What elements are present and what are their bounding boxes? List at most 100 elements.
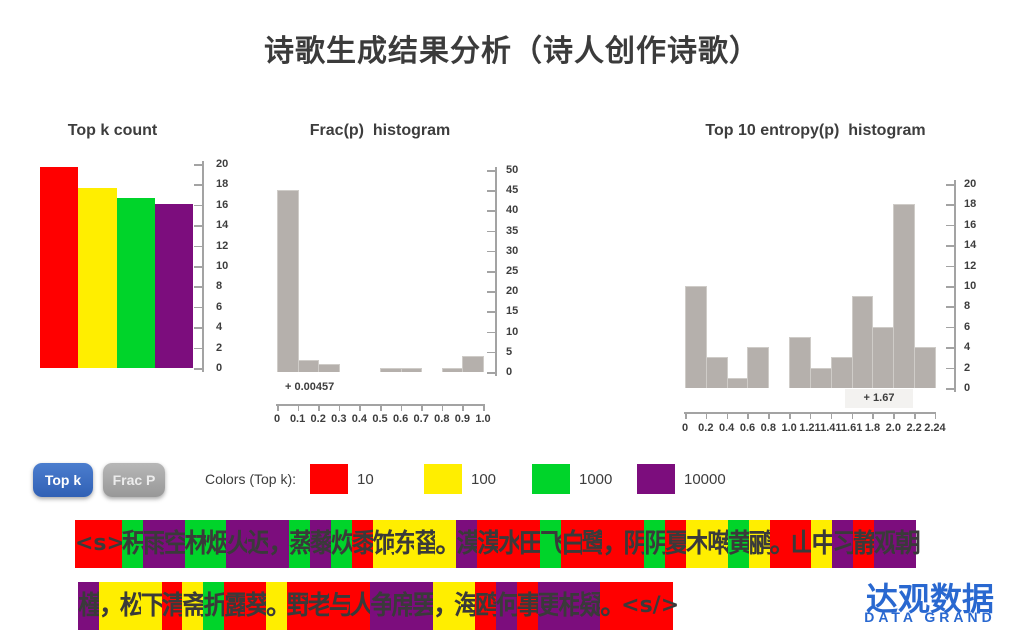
poem-char-token: 饷 — [372, 520, 399, 568]
topk-bar-10 — [40, 167, 79, 368]
poem-char-token: 啭 — [706, 520, 733, 568]
entropy-hist-bar — [893, 204, 916, 388]
entropy-y-axis-tick — [946, 326, 954, 329]
fracp-y-axis-tick-label: 15 — [506, 305, 519, 318]
fracp-y-axis-tick-label: 45 — [506, 184, 519, 197]
fracp-hist-bar — [380, 367, 402, 372]
entropy-x-axis-tick — [914, 412, 916, 419]
entropy-hist-bar — [830, 357, 853, 388]
topk-button[interactable]: Top k — [33, 463, 93, 497]
topk-y-axis-tick-label: 14 — [216, 219, 229, 232]
poem-char-token: 。 — [769, 520, 796, 568]
poem-char-token: 空 — [163, 520, 190, 568]
topk-y-axis-tick — [194, 266, 202, 268]
poem-char-token: 漠 — [456, 520, 482, 568]
entropy-x-axis-tick-label: 1.0 — [781, 422, 797, 434]
fracp-y-axis-tick — [487, 372, 495, 374]
legend-swatch-1000 — [532, 464, 570, 494]
topk-y-axis-tick — [194, 164, 202, 166]
fracp-hist-bar — [318, 363, 340, 372]
fracp-x-axis-tick — [462, 404, 464, 411]
entropy-x-axis-tick — [872, 412, 874, 419]
poem-char-token: 迟 — [247, 520, 273, 568]
poem-char-token: 雨 — [142, 520, 169, 568]
fracp-chart-title: Frac(p) histogram — [309, 122, 451, 139]
entropy-y-axis-tick — [946, 367, 954, 370]
poem-char-token: 罢 — [412, 582, 438, 630]
entropy-x-axis-tick-label: 2.0 — [885, 422, 901, 434]
topk-y-axis-tick — [194, 225, 202, 227]
fracp-x-axis-tick-label: 0.9 — [454, 413, 471, 425]
legend-swatch-10 — [310, 464, 348, 494]
fracp-x-axis-tick-label: 0.6 — [392, 413, 409, 425]
entropy-y-axis-tick-label: 6 — [964, 320, 971, 333]
entropy-mean-annotation: + 1.67 — [845, 389, 913, 408]
entropy-y-axis-tick — [946, 306, 954, 308]
poem-char-token: 炊 — [330, 520, 357, 568]
entropy-y-axis-line — [954, 180, 956, 392]
poem-char-token: 争 — [370, 582, 396, 630]
poem-boundary-token: <s/> — [621, 582, 679, 630]
entropy-hist-bar — [789, 337, 811, 388]
entropy-hist-bar — [685, 286, 707, 388]
poem-char-token: 事 — [516, 582, 543, 630]
topk-bar-1000 — [116, 197, 155, 368]
legend-value-100: 100 — [471, 471, 497, 488]
topk-y-axis-tick — [194, 368, 202, 370]
entropy-y-axis-tick-label: 8 — [964, 300, 971, 313]
poem-char-token: 老 — [307, 582, 334, 630]
entropy-y-axis-tick-label: 14 — [964, 239, 977, 252]
poem-char-token: 人 — [349, 582, 376, 630]
poem-char-token: 海 — [454, 582, 480, 630]
topk-y-axis-tick — [194, 286, 202, 288]
fracp-x-axis-tick-label: 0.5 — [372, 413, 388, 425]
poem-boundary-token: <s> — [75, 520, 125, 568]
topk-y-axis-line — [202, 161, 204, 372]
fracp-y-axis-tick-label: 40 — [506, 204, 519, 217]
fracp-y-axis-tick-label: 20 — [506, 285, 519, 298]
entropy-hist-bar — [914, 347, 936, 388]
poem-char-token: 静 — [853, 520, 879, 568]
entropy-x-axis-tick — [830, 412, 833, 419]
entropy-y-axis-tick-label: 16 — [964, 218, 977, 231]
fracp-y-axis-tick-label: 30 — [506, 244, 519, 257]
topk-y-axis-tick-label: 6 — [216, 300, 223, 313]
fracp-y-axis-tick-label: 0 — [506, 366, 513, 378]
datagrand-logo-cn: 达观数据 — [865, 580, 994, 618]
poem-char-token: 黄 — [727, 520, 754, 568]
entropy-x-axis-tick-label: 0.6 — [739, 422, 756, 434]
topk-bar-100 — [78, 188, 117, 368]
entropy-y-axis-tick — [946, 286, 954, 288]
fracp-x-axis-tick — [380, 404, 382, 411]
poem-char-token: 飞 — [539, 520, 566, 568]
entropy-y-axis-tick — [946, 388, 954, 390]
poem-char-token: 野 — [286, 582, 313, 630]
fracp-y-axis-tick — [487, 190, 495, 192]
fracp-x-axis-tick — [338, 404, 341, 411]
fracp-y-axis-tick — [487, 311, 495, 313]
poem-char-token: 折 — [203, 582, 229, 630]
entropy-y-axis-tick — [946, 184, 954, 186]
fracp-hist-bar — [462, 355, 484, 372]
entropy-y-axis-tick-label: 0 — [964, 382, 971, 394]
fracp-button[interactable]: Frac P — [103, 463, 165, 497]
entropy-y-axis-tick-label: 12 — [964, 259, 977, 272]
legend-value-1000: 1000 — [579, 471, 613, 488]
poem-char-token: 葵 — [245, 582, 271, 630]
entropy-hist-bar — [705, 357, 728, 388]
poem-char-token: 更 — [537, 582, 564, 630]
poem-char-token: 。 — [266, 582, 292, 630]
legend-swatch-10000 — [637, 464, 675, 494]
fracp-y-axis-tick-label: 10 — [506, 325, 519, 338]
fracp-hist-bar — [277, 190, 299, 372]
legend-swatch-100 — [424, 464, 462, 494]
poem-char-token: 水 — [498, 520, 524, 568]
topk-y-axis-tick-label: 2 — [216, 341, 223, 354]
fracp-hist-bar — [400, 367, 423, 372]
entropy-x-axis-tick-label: 1.61 — [840, 422, 863, 434]
entropy-y-axis-tick — [946, 224, 954, 227]
fracp-x-axis-tick-label: 0.4 — [351, 413, 368, 425]
fracp-x-axis-tick-label: 0.7 — [413, 413, 429, 425]
poem-char-token: 。 — [435, 520, 461, 568]
